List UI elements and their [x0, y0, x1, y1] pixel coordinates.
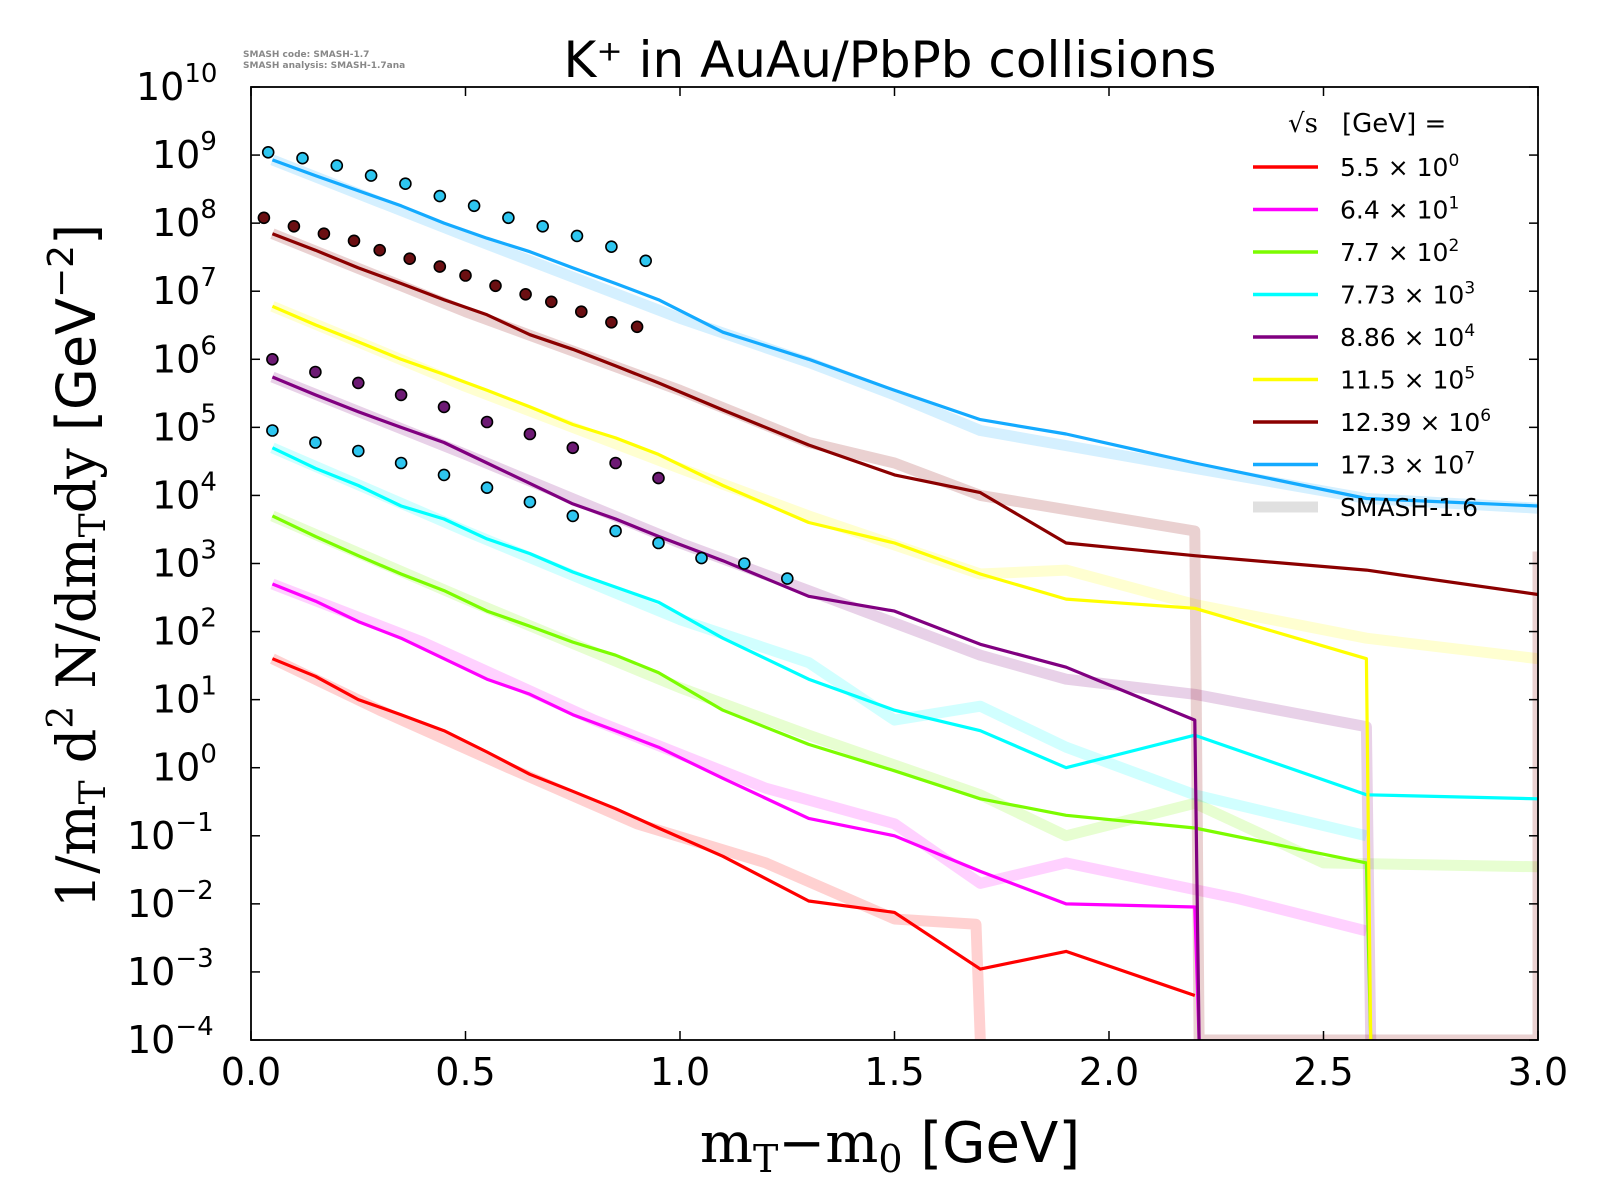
data-point-2-9: [652, 471, 665, 485]
legend: √s [GeV] = 5.5 × 100 6.4 × 101 7.7 × 102 7.…: [1253, 109, 1491, 522]
data-point-0-2: [330, 159, 344, 172]
data-point-3-8: [609, 524, 622, 538]
legend-label-7: 17.3 × 107: [1340, 449, 1475, 480]
y-tick-label: 101: [152, 672, 217, 722]
series-line-0: [271, 657, 1196, 998]
data-point-1-10: [544, 295, 558, 309]
data-point-1-1: [287, 220, 301, 233]
reference-curve-4: [270, 371, 1377, 1040]
reference-curve-0: [270, 653, 986, 1040]
data-point-0-1: [296, 151, 309, 165]
data-point-0-0: [261, 146, 275, 159]
legend-label-reference: SMASH-1.6: [1340, 493, 1478, 522]
series-line-7: [271, 158, 1538, 508]
data-point-1-8: [489, 279, 502, 293]
reference-curve-7: [270, 154, 1538, 514]
data-point-3-7: [566, 509, 580, 523]
data-point-2-5: [480, 415, 494, 429]
data-point-1-12: [605, 315, 618, 329]
x-tick-label: 1.0: [650, 1050, 710, 1094]
series-line-4: [271, 375, 1201, 1040]
data-point-1-13: [630, 320, 644, 334]
x-tick-label: 0.5: [435, 1050, 495, 1094]
x-tick-label: 3.0: [1508, 1050, 1568, 1094]
y-tick-label: 10−1: [127, 808, 214, 858]
data-point-1-4: [373, 243, 387, 257]
data-point-3-1: [309, 436, 322, 449]
data-point-3-10: [695, 551, 708, 565]
data-point-2-4: [437, 400, 451, 414]
data-point-3-2: [351, 444, 365, 458]
series-line-6: [271, 232, 1538, 597]
data-point-2-0: [266, 352, 279, 366]
data-point-2-7: [566, 441, 580, 455]
data-point-2-1: [309, 365, 322, 379]
data-point-2-6: [523, 427, 537, 441]
data-point-1-9: [519, 287, 532, 301]
data-point-0-9: [570, 229, 584, 243]
data-point-0-5: [433, 189, 447, 203]
series-line-2: [271, 514, 1373, 1040]
legend-label-5: 11.5 × 105: [1340, 364, 1475, 395]
smash-analysis-watermark: SMASH analysis: SMASH-1.7ana: [243, 61, 405, 71]
legend-label-0: 5.5 × 100: [1340, 151, 1459, 182]
smash-code-watermark: SMASH code: SMASH-1.7: [243, 50, 369, 60]
data-point-0-4: [399, 177, 412, 190]
data-point-0-6: [467, 199, 481, 213]
chart-title: K⁺ in AuAu/PbPb collisions: [564, 31, 1217, 89]
data-point-1-3: [347, 234, 361, 248]
data-point-1-5: [403, 252, 417, 266]
legend-label-2: 7.7 × 102: [1340, 236, 1459, 267]
data-point-1-0: [257, 211, 271, 225]
legend-header-root: √s: [1288, 109, 1318, 139]
series-line-3: [271, 446, 1538, 801]
legend-label-1: 6.4 × 101: [1340, 194, 1459, 225]
legend-label-3: 7.73 × 103: [1340, 279, 1475, 310]
x-tick-label: 0.0: [221, 1050, 281, 1094]
data-point-0-8: [536, 220, 550, 233]
series-line-5: [271, 304, 1373, 1040]
data-point-3-6: [523, 495, 537, 509]
data-point-0-11: [639, 254, 653, 268]
data-point-3-0: [266, 424, 279, 437]
y-axis-label: 1/mT d2 N/dmTdy [GeV−2]: [41, 224, 114, 908]
data-point-3-5: [480, 481, 494, 495]
data-point-0-7: [502, 211, 515, 225]
legend-label-6: 12.39 × 106: [1340, 406, 1491, 437]
x-tick-label: 2.0: [1079, 1050, 1139, 1094]
data-point-3-12: [780, 572, 794, 585]
data-point-3-4: [437, 468, 451, 482]
x-tick-label: 1.5: [864, 1050, 924, 1094]
data-point-1-2: [317, 227, 331, 240]
x-axis-label: mT−m0 [GeV]: [700, 1111, 1080, 1181]
y-tick-label: 100: [152, 740, 217, 790]
data-point-3-3: [394, 456, 408, 470]
series-line-1: [271, 582, 1201, 1040]
data-point-0-10: [605, 240, 618, 253]
reference-curve-6: [270, 228, 1538, 1040]
y-tick-label: 10−2: [127, 876, 214, 926]
data-point-1-6: [433, 260, 447, 273]
data-point-2-3: [394, 388, 408, 402]
series-curves: [271, 158, 1538, 1040]
data-point-2-2: [351, 376, 365, 390]
legend-header-text: [GeV] =: [1342, 109, 1446, 139]
data-point-1-11: [574, 305, 588, 319]
data-point-3-9: [652, 536, 665, 550]
data-point-3-11: [737, 557, 751, 570]
legend-label-4: 8.86 × 104: [1340, 321, 1475, 352]
reference-curve-1: [270, 578, 1368, 937]
data-points: [257, 146, 794, 585]
data-point-0-3: [364, 169, 378, 182]
data-point-1-7: [459, 269, 472, 282]
reference-curve-3: [270, 442, 1368, 842]
x-tick-label: 2.5: [1293, 1050, 1353, 1094]
data-point-2-8: [609, 456, 622, 470]
